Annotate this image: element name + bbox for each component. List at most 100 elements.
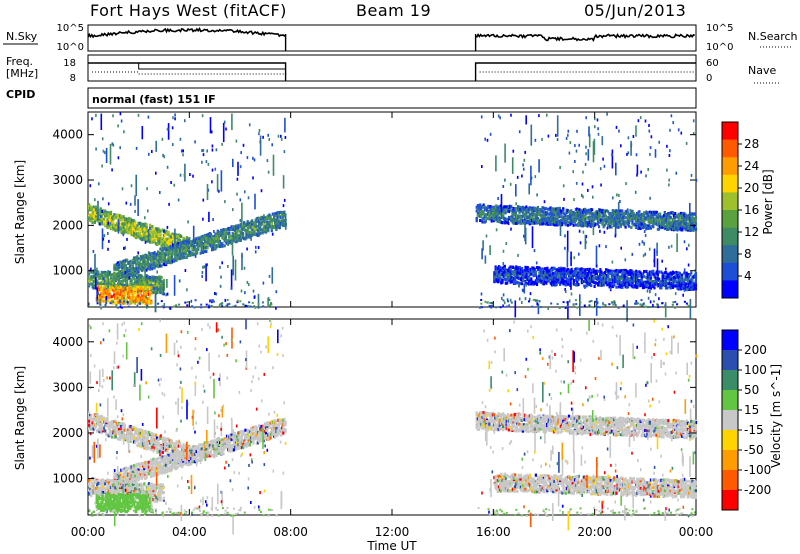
scatter-cell [123, 222, 126, 226]
scatter-cell [653, 213, 656, 217]
scatter-cell [233, 225, 237, 229]
scatter-cell [631, 273, 634, 277]
scatter-cell [589, 215, 592, 219]
scatter-cell [497, 265, 501, 269]
scatter-cell [562, 207, 565, 211]
scatter-cell [636, 221, 639, 225]
scatter-cell [554, 223, 557, 227]
scatter-cell [258, 222, 261, 226]
scatter-cell [142, 279, 145, 283]
scatter-cell [631, 281, 634, 285]
scatter-cell [139, 223, 142, 227]
scatter-cell [514, 219, 517, 222]
scatter-cell [164, 230, 167, 234]
scatter-cell [102, 299, 105, 303]
scatter-cell [134, 267, 137, 271]
scatter-cell [633, 273, 636, 276]
scatter-cell [143, 255, 146, 259]
scatter-cell [147, 296, 150, 300]
scatter-cell [550, 273, 554, 277]
scatter-cell [227, 227, 230, 231]
scatter-cell [551, 215, 554, 219]
scatter-cell [113, 301, 116, 305]
scatter-cell [168, 240, 171, 244]
scatter-cell [108, 285, 111, 288]
scatter-cell [612, 216, 616, 220]
scatter-cell [489, 211, 492, 215]
scatter-cell [547, 216, 550, 220]
scatter-cell [154, 262, 157, 265]
scatter-cell [589, 223, 592, 227]
scatter-cell [626, 216, 629, 219]
scatter-cell [659, 215, 662, 219]
scatter-cell [544, 271, 547, 275]
scatter-cell [136, 259, 139, 263]
scatter-cell [139, 299, 142, 302]
scatter-cell [514, 214, 517, 218]
scatter-cell [557, 209, 560, 213]
scatter-cell [674, 228, 677, 231]
scatter-cell [169, 258, 172, 262]
scatter-cell [550, 268, 554, 272]
scatter-cell [599, 278, 602, 282]
scatter-cell [540, 280, 543, 284]
scatter-cell [247, 231, 250, 235]
scatter-cell [101, 218, 104, 222]
scatter-cell [107, 288, 110, 292]
scatter-cell [647, 224, 650, 228]
scatter-cell [158, 258, 161, 262]
scatter-cell [170, 255, 173, 259]
scatter-cell [106, 213, 109, 217]
nsearch-tick-low: 10^0 [706, 42, 733, 53]
power-ylabel: Slant Range [km] [13, 160, 27, 264]
scatter-cell [521, 267, 524, 270]
scatter-cell [574, 211, 577, 215]
scatter-cell [207, 236, 210, 240]
scatter-cell [537, 279, 540, 283]
scatter-cell [213, 246, 216, 250]
scatter-cell [88, 284, 91, 288]
scatter-cell [593, 285, 596, 288]
scatter-cell [621, 209, 624, 213]
scatter-cell [142, 233, 145, 237]
scatter-cell [580, 267, 583, 271]
scatter-cell [130, 218, 133, 222]
scatter-cell [108, 223, 111, 227]
scatter-cell [129, 268, 132, 272]
scatter-cell [233, 232, 237, 236]
scatter-cell [160, 257, 163, 261]
scatter-cell [128, 217, 131, 221]
scatter-cell [235, 231, 238, 235]
scatter-cell [660, 222, 663, 226]
scatter-cell [522, 279, 525, 282]
scatter-cell [526, 268, 529, 271]
scatter-cell [675, 215, 678, 219]
scatter-cell [89, 279, 92, 283]
scatter-cell [211, 234, 214, 238]
scatter-cell [111, 220, 114, 224]
scatter-cell [91, 283, 94, 287]
scatter-cell [520, 208, 523, 212]
scatter-cell [160, 260, 163, 263]
scatter-cell [120, 270, 123, 274]
scatter-cell [529, 208, 532, 212]
scatter-cell [540, 274, 543, 278]
scatter-cell [123, 274, 126, 278]
scatter-cell [517, 208, 520, 212]
scatter-cell [574, 219, 577, 222]
scatter-cell [672, 215, 676, 219]
scatter-cell [564, 268, 567, 272]
scatter-cell [155, 259, 158, 263]
scatter-cell [532, 211, 535, 215]
scatter-cell [151, 225, 154, 229]
scatter-cell [116, 290, 119, 294]
scatter-cell [267, 227, 270, 231]
scatter-cell [553, 283, 556, 287]
scatter-cell [110, 295, 113, 299]
scatter-cell [267, 216, 270, 220]
scatter-cell [108, 270, 111, 274]
scatter-cell [146, 234, 149, 238]
scatter-cell [124, 296, 127, 300]
scatter-cell [278, 220, 281, 224]
scatter-cell [94, 207, 98, 211]
